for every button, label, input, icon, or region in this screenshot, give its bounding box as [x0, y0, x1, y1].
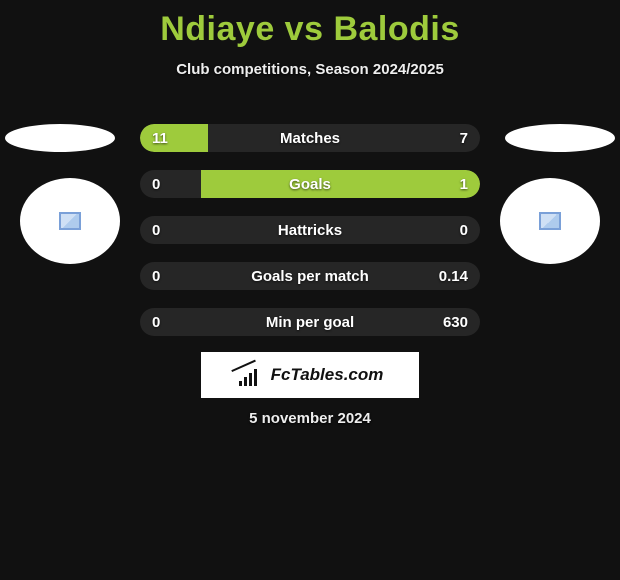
stat-value-left: 0 [152, 268, 160, 285]
stat-fill-right [201, 170, 480, 198]
player-left-nameplate [5, 124, 115, 152]
stat-fill-left [140, 124, 208, 152]
stat-value-right: 0.14 [439, 268, 468, 285]
player-left-avatar [20, 178, 120, 264]
stat-value-left: 11 [152, 130, 168, 147]
stat-row: 0 Hattricks 0 [140, 216, 480, 244]
stat-value-left: 0 [152, 314, 160, 331]
stat-row: 11 Matches 7 [140, 124, 480, 152]
stat-row: 0 Goals per match 0.14 [140, 262, 480, 290]
stat-label: Min per goal [266, 314, 354, 331]
fctables-logo[interactable]: FcTables.com [201, 352, 419, 398]
stat-row: 0 Goals 1 [140, 170, 480, 198]
stat-value-left: 0 [152, 222, 160, 239]
stat-label: Hattricks [278, 222, 342, 239]
stat-label: Goals [289, 176, 331, 193]
chart-icon [237, 364, 265, 386]
stat-label: Goals per match [251, 268, 369, 285]
player-right-avatar [500, 178, 600, 264]
image-placeholder-icon [59, 212, 81, 230]
logo-text: FcTables.com [271, 365, 384, 385]
player-right-nameplate [505, 124, 615, 152]
page-title: Ndiaye vs Balodis [0, 0, 620, 49]
stat-row: 0 Min per goal 630 [140, 308, 480, 336]
stat-value-right: 0 [460, 222, 468, 239]
stats-container: 11 Matches 7 0 Goals 1 0 Hattricks 0 0 G… [140, 124, 480, 354]
stat-value-right: 1 [460, 176, 468, 193]
stat-value-left: 0 [152, 176, 160, 193]
subtitle: Club competitions, Season 2024/2025 [0, 61, 620, 78]
stat-value-right: 630 [443, 314, 468, 331]
date-label: 5 november 2024 [0, 410, 620, 427]
stat-label: Matches [280, 130, 340, 147]
stat-value-right: 7 [460, 130, 468, 147]
image-placeholder-icon [539, 212, 561, 230]
